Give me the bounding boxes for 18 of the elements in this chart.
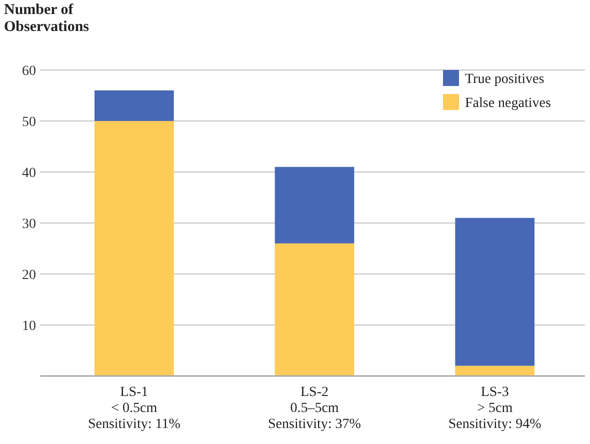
bar [94, 121, 174, 376]
y-tick-label: 50 [22, 114, 36, 130]
x-tick-label: LS-3 > 5cm Sensitivity: 94% [448, 385, 542, 432]
bar [455, 366, 535, 376]
y-axis-title: Number of Observations [4, 2, 90, 35]
bar [455, 218, 535, 366]
y-tick-label: 30 [22, 216, 36, 232]
bar [274, 166, 354, 244]
y-tick-label: 10 [22, 318, 36, 334]
y-tick-label: 40 [22, 166, 36, 181]
bar [274, 243, 354, 376]
legend-label: False negatives [465, 96, 551, 111]
y-tick-label: 60 [22, 64, 36, 79]
x-tick-label: LS-1 < 0.5cm Sensitivity: 11% [88, 385, 181, 432]
x-tick-label: LS-2 0.5–5cm Sensitivity: 37% [268, 385, 362, 432]
bar [94, 90, 174, 121]
y-tick-label: 20 [22, 268, 36, 283]
legend-label: True positives [465, 72, 544, 87]
